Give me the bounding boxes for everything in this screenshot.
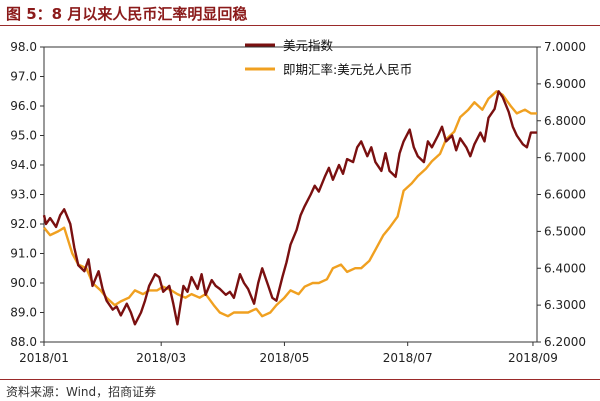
right-y-tick-label: 6.7000 xyxy=(544,151,586,165)
right-y-tick-label: 6.4000 xyxy=(544,261,586,275)
right-y-tick-label: 7.0000 xyxy=(544,40,586,54)
left-y-tick-label: 92.0 xyxy=(10,217,37,231)
left-y-tick-label: 91.0 xyxy=(10,247,37,261)
right-y-tick-label: 6.9000 xyxy=(544,77,586,91)
right-y-tick-label: 6.3000 xyxy=(544,298,586,312)
figure-title: 图 5：8 月以来人民币汇率明显回稳 xyxy=(6,5,248,23)
source-divider xyxy=(0,379,600,380)
plot-frame xyxy=(43,46,538,343)
series-line-dollar-index xyxy=(42,90,537,326)
x-tick-label: 2018/09 xyxy=(508,351,558,365)
right-y-tick-label: 6.8000 xyxy=(544,114,586,128)
left-y-tick-label: 96.0 xyxy=(10,99,37,113)
left-y-tick-label: 98.0 xyxy=(10,40,37,54)
right-y-tick-label: 6.2000 xyxy=(544,335,586,349)
source-note: 资料来源：Wind，招商证券 xyxy=(6,385,157,399)
x-tick-label: 2018/05 xyxy=(260,351,310,365)
left-y-tick-label: 97.0 xyxy=(10,70,37,84)
left-y-tick-label: 95.0 xyxy=(10,129,37,143)
line-chart: 88.0 89.0 90.0 91.0 92.0 93.0 94.0 95.0 96.0 97.0… xyxy=(10,38,586,365)
left-y-tick-label: 93.0 xyxy=(10,188,37,202)
legend-label-dollar-index: 美元指数 xyxy=(283,38,334,53)
legend: 美元指数 即期汇率:美元兑人民币 xyxy=(245,38,412,77)
x-tick-label: 2018/01 xyxy=(19,351,69,365)
left-y-axis: 88.0 89.0 90.0 91.0 92.0 93.0 94.0 95.0 96.0 97.0… xyxy=(10,40,44,349)
right-y-tick-label: 6.6000 xyxy=(544,188,586,202)
right-y-axis: 6.2000 6.3000 6.4000 6.5000 6.6000 6.7000 6.80… xyxy=(537,40,586,349)
left-y-tick-label: 89.0 xyxy=(10,306,37,320)
left-y-tick-label: 90.0 xyxy=(10,276,37,290)
series-line-cny xyxy=(43,90,537,318)
x-tick-label: 2018/07 xyxy=(383,351,433,365)
right-y-tick-label: 6.5000 xyxy=(544,224,586,238)
series-layer xyxy=(42,90,537,326)
title-bar: 图 5：8 月以来人民币汇率明显回稳 xyxy=(0,0,600,26)
title-divider xyxy=(0,25,600,26)
left-y-tick-label: 94.0 xyxy=(10,158,37,172)
left-y-tick-label: 88.0 xyxy=(10,335,37,349)
x-axis: 2018/01 2018/03 2018/05 2018/07 2018/09 xyxy=(19,342,558,365)
x-tick-label: 2018/03 xyxy=(136,351,186,365)
legend-label-cny: 即期汇率:美元兑人民币 xyxy=(283,62,412,77)
